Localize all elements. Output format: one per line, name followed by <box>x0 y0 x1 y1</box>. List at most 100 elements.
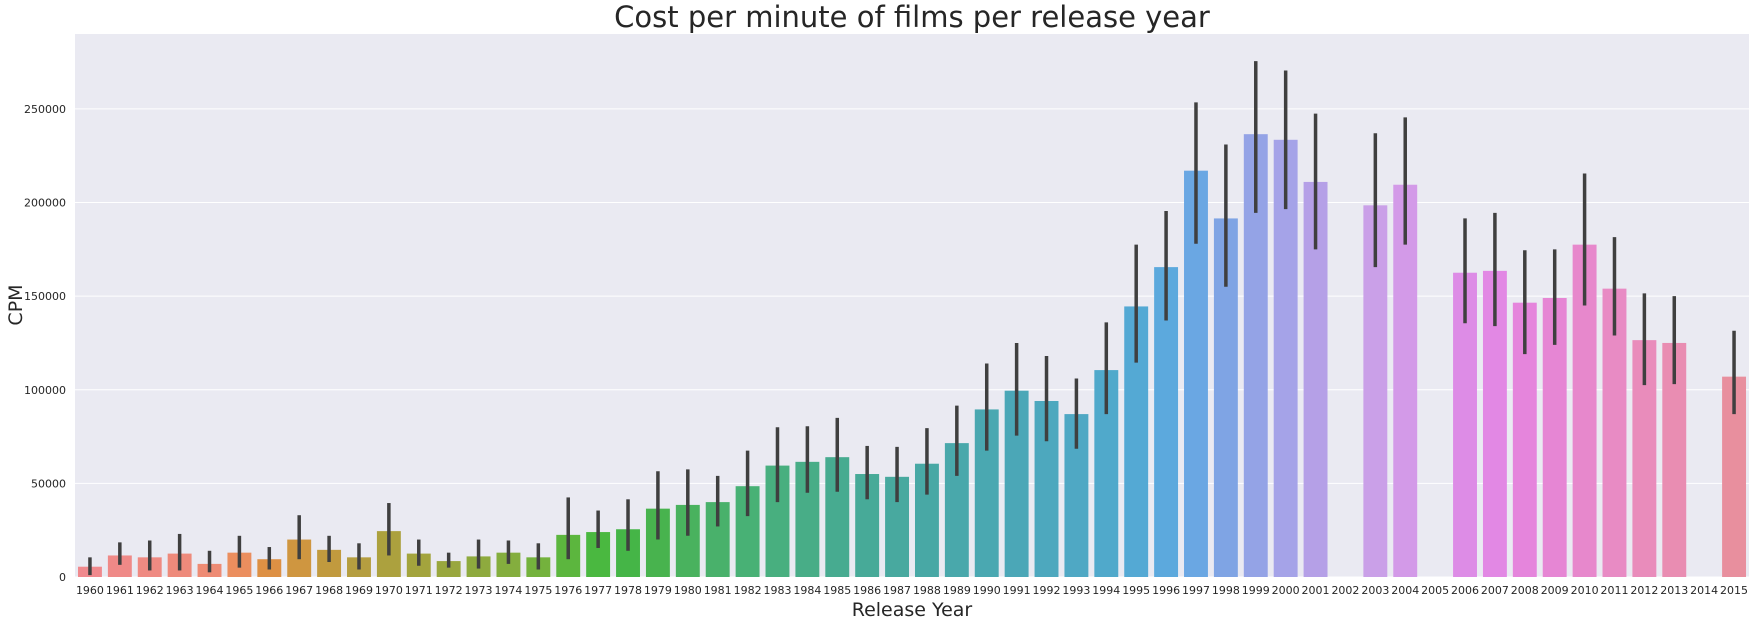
bar <box>1303 181 1328 577</box>
bar <box>1213 218 1238 578</box>
x-tick-label: 1983 <box>763 584 791 597</box>
x-tick-label: 1965 <box>225 584 253 597</box>
bar <box>795 461 820 577</box>
x-tick-label: 2007 <box>1481 584 1509 597</box>
bar <box>675 504 700 577</box>
bar <box>825 457 850 577</box>
bar <box>1034 400 1059 577</box>
bar <box>885 476 910 577</box>
x-tick-label: 1982 <box>734 584 762 597</box>
x-tick-label: 1977 <box>584 584 612 597</box>
bar <box>1363 205 1388 577</box>
bar <box>1094 370 1119 577</box>
x-tick-label: 1970 <box>375 584 403 597</box>
bar <box>705 502 730 577</box>
bar <box>944 443 969 577</box>
x-tick-label: 1994 <box>1092 584 1120 597</box>
bar <box>1064 414 1089 577</box>
y-tick-labels: 0 50000 100000 150000 200000 250000 <box>24 103 66 584</box>
x-tick-label: 2004 <box>1391 584 1419 597</box>
bar <box>1572 244 1597 577</box>
x-tick-label: 1962 <box>136 584 164 597</box>
bar <box>1482 270 1507 577</box>
bar <box>735 486 760 577</box>
y-tick-label: 200000 <box>24 197 66 210</box>
x-tick-label: 2002 <box>1331 584 1359 597</box>
x-tick-label: 1997 <box>1182 584 1210 597</box>
bar <box>645 508 670 577</box>
bar <box>496 552 521 577</box>
x-tick-label: 2010 <box>1571 584 1599 597</box>
x-tick-label: 1996 <box>1152 584 1180 597</box>
x-tick-label: 1989 <box>943 584 971 597</box>
bar <box>317 549 342 577</box>
x-tick-label: 1998 <box>1212 584 1240 597</box>
bar <box>1184 170 1208 577</box>
x-tick-label: 2009 <box>1541 584 1569 597</box>
bar <box>1004 390 1029 577</box>
x-tick-label: 1964 <box>196 584 224 597</box>
x-tick-label: 1961 <box>106 584 134 597</box>
x-tick-label: 2006 <box>1451 584 1479 597</box>
bar <box>914 463 939 577</box>
x-tick-label: 1988 <box>913 584 941 597</box>
x-tick-label: 1993 <box>1062 584 1090 597</box>
bar <box>1124 306 1149 577</box>
bar <box>1273 139 1298 577</box>
x-tick-label: 1979 <box>644 584 672 597</box>
y-tick-label: 50000 <box>31 477 66 490</box>
bar <box>1722 376 1747 577</box>
x-tick-label: 1975 <box>524 584 552 597</box>
x-tick-label: 2013 <box>1660 584 1688 597</box>
bar <box>765 465 790 577</box>
x-tick-label: 1981 <box>704 584 732 597</box>
x-tick-label: 1980 <box>674 584 702 597</box>
x-tick-label: 1991 <box>1003 584 1031 597</box>
x-tick-label: 2008 <box>1511 584 1539 597</box>
x-tick-label: 1972 <box>435 584 463 597</box>
x-tick-label: 2003 <box>1361 584 1389 597</box>
x-tick-label: 1973 <box>465 584 493 597</box>
x-tick-label: 2011 <box>1600 584 1628 597</box>
bar <box>1632 340 1657 577</box>
x-tick-label: 2014 <box>1690 584 1718 597</box>
y-tick-label: 150000 <box>24 290 66 303</box>
x-tick-label: 1978 <box>614 584 642 597</box>
y-tick-label: 100000 <box>24 384 66 397</box>
x-tick-label: 1985 <box>823 584 851 597</box>
x-tick-label: 1969 <box>345 584 373 597</box>
x-tick-label: 1984 <box>793 584 821 597</box>
bar <box>1393 184 1418 577</box>
bar <box>1154 267 1179 577</box>
x-tick-label: 1986 <box>853 584 881 597</box>
y-axis-label: CPM <box>5 284 27 325</box>
x-tick-label: 1992 <box>1033 584 1061 597</box>
x-tick-label: 1999 <box>1242 584 1270 597</box>
bar <box>1662 342 1687 577</box>
x-tick-label: 1971 <box>405 584 433 597</box>
bar <box>436 561 461 577</box>
chart-title: Cost per minute of films per release yea… <box>614 0 1210 34</box>
x-tick-label: 1963 <box>166 584 194 597</box>
y-tick-label: 0 <box>59 571 66 584</box>
x-tick-label: 1995 <box>1122 584 1150 597</box>
y-tick-label: 250000 <box>24 103 66 116</box>
x-tick-label: 1968 <box>315 584 343 597</box>
bar <box>616 529 640 577</box>
x-tick-label: 1967 <box>285 584 313 597</box>
x-tick-label: 2005 <box>1421 584 1449 597</box>
bar <box>1512 302 1537 577</box>
bar <box>1602 288 1627 577</box>
bar <box>107 555 132 577</box>
x-tick-label: 1960 <box>76 584 104 597</box>
error-bars <box>88 61 1736 576</box>
x-tick-label: 1966 <box>255 584 283 597</box>
bar <box>1243 134 1268 577</box>
x-tick-label: 1976 <box>554 584 582 597</box>
bar <box>586 532 611 577</box>
bar <box>855 474 880 577</box>
x-tick-labels: 1960 1961 1962 1963 1964 1965 1966 1967 1968 1969… <box>76 584 1748 597</box>
x-tick-label: 2015 <box>1720 584 1748 597</box>
